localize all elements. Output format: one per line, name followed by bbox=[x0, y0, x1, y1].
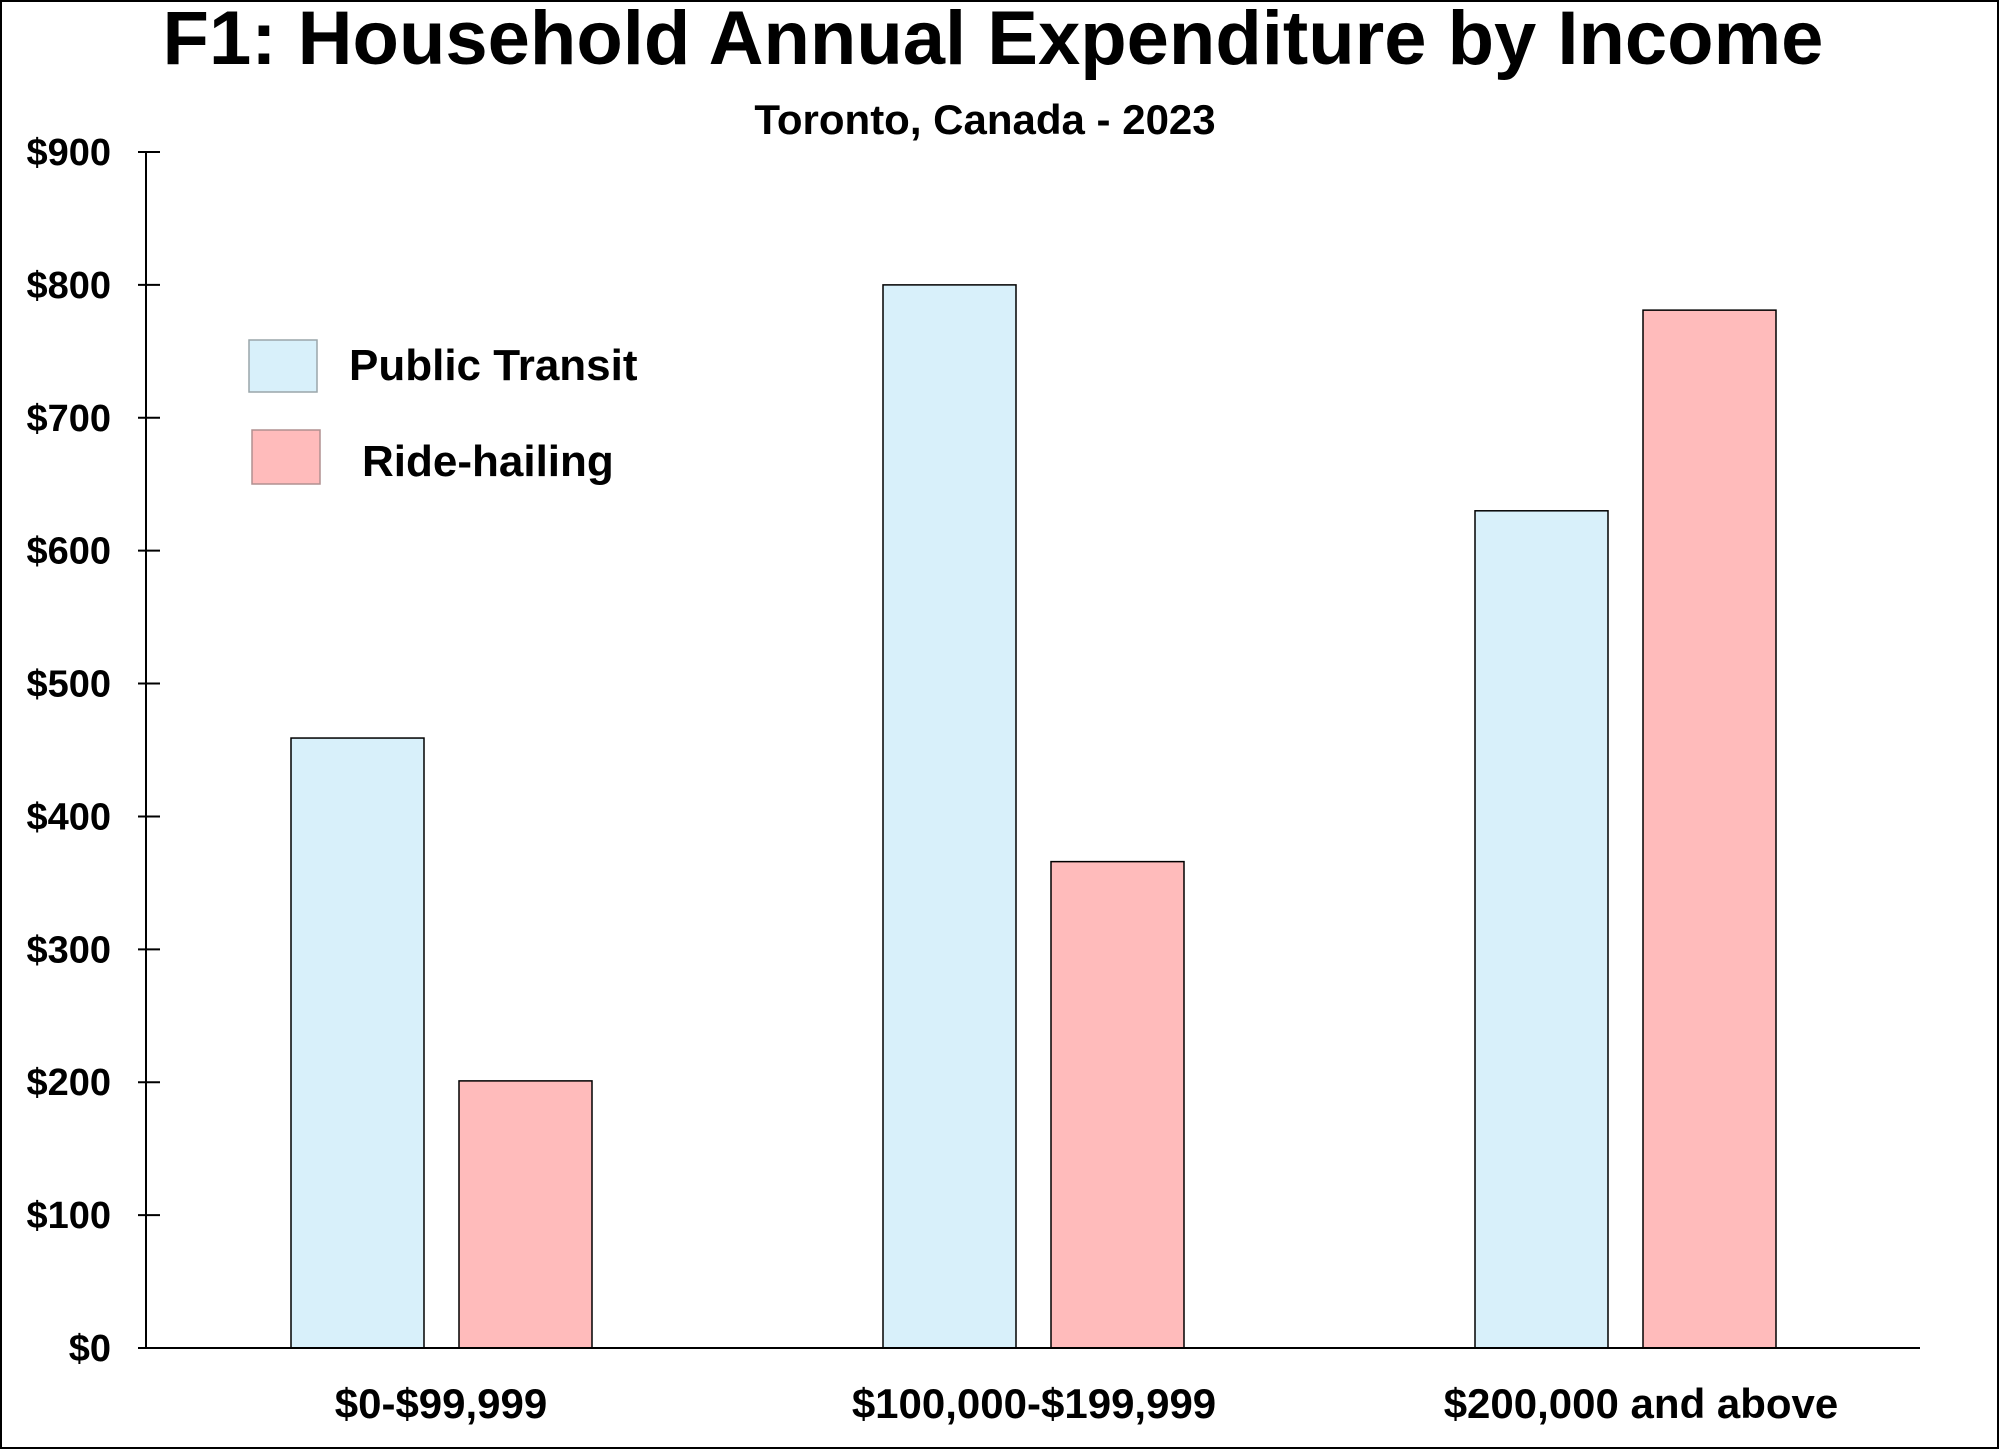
x-category-label: $200,000 and above bbox=[1444, 1380, 1839, 1427]
x-category-label: $0-$99,999 bbox=[335, 1380, 548, 1427]
y-tick-label: $700 bbox=[26, 398, 111, 440]
bars bbox=[290, 284, 1777, 1349]
bar-public-transit-3 bbox=[1474, 510, 1609, 1349]
legend-swatch-public-transit bbox=[248, 339, 318, 393]
legend: Public Transit Ride-hailing bbox=[248, 339, 638, 486]
y-tick-label: $600 bbox=[26, 531, 111, 573]
x-axis: $0-$99,999 $100,000-$199,999 $200,000 and … bbox=[146, 1347, 1920, 1427]
y-tick-label: $200 bbox=[26, 1062, 111, 1104]
chart-subtitle: Toronto, Canada - 2023 bbox=[754, 96, 1215, 143]
bar-public-transit-2 bbox=[882, 284, 1017, 1349]
y-axis: $0 $100 $200 $300 $400 $500 $600 $700 $800 $900 bbox=[26, 132, 160, 1370]
y-tick-label: $0 bbox=[69, 1328, 111, 1370]
bar-ride-hailing-1 bbox=[458, 1080, 593, 1349]
chart-title: F1: Household Annual Expenditure by Inco… bbox=[163, 0, 1824, 81]
bar-ride-hailing-2 bbox=[1050, 860, 1185, 1349]
y-tick-label: $800 bbox=[26, 265, 111, 307]
y-tick-label: $300 bbox=[26, 929, 111, 971]
legend-swatch-ride-hailing bbox=[251, 429, 321, 485]
legend-label-ride-hailing: Ride-hailing bbox=[362, 437, 614, 486]
bar-ride-hailing-3 bbox=[1642, 309, 1777, 1349]
bar-public-transit-1 bbox=[290, 737, 425, 1349]
y-tick-label: $100 bbox=[26, 1195, 111, 1237]
y-tick-label: $400 bbox=[26, 796, 111, 838]
x-category-label: $100,000-$199,999 bbox=[852, 1380, 1216, 1427]
y-tick-label: $900 bbox=[26, 132, 111, 174]
y-tick-label: $500 bbox=[26, 664, 111, 706]
legend-label-public-transit: Public Transit bbox=[349, 341, 638, 390]
